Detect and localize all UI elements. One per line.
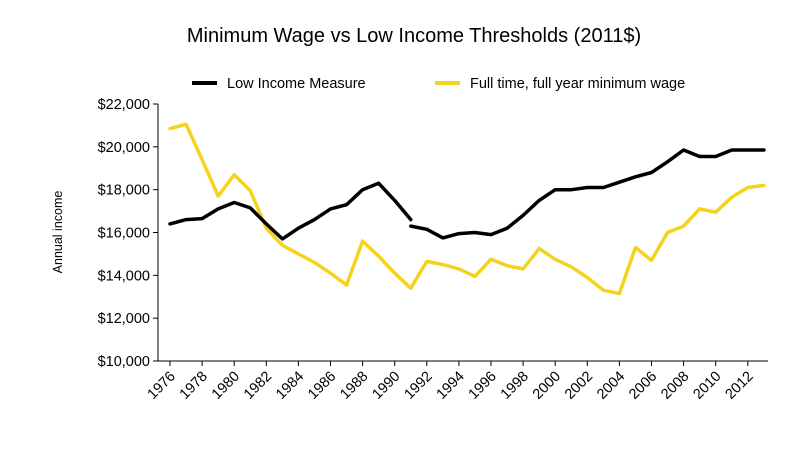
series-lines — [168, 122, 766, 296]
x-tick-label: 1992 — [401, 369, 435, 403]
x-tick-label: 1990 — [369, 369, 403, 403]
x-tick-label: 2006 — [626, 369, 660, 403]
chart-title: Minimum Wage vs Low Income Thresholds (2… — [187, 25, 641, 47]
y-tick-label: $12,000 — [98, 311, 150, 327]
series-line-low-income-segment-1 — [409, 148, 766, 240]
x-tick-label: 1982 — [241, 369, 275, 403]
x-tick-label: 2000 — [530, 369, 564, 403]
x-tick-label: 2010 — [690, 369, 724, 403]
x-tick-label: 1984 — [273, 369, 307, 403]
x-tick-label: 2002 — [562, 369, 596, 403]
y-tick-label: $20,000 — [98, 140, 150, 156]
x-tick-label: 1978 — [177, 369, 211, 403]
y-tick-label: $22,000 — [98, 97, 150, 113]
y-tick-label: $14,000 — [98, 268, 150, 284]
x-ticks: 1976197819801982198419861988199019921994… — [145, 361, 757, 403]
legend-label-low-income: Low Income Measure — [227, 76, 366, 92]
series-line-min-wage-segment-0 — [168, 122, 766, 296]
y-tick-label: $10,000 — [98, 354, 150, 370]
y-tick-label: $16,000 — [98, 226, 150, 242]
x-tick-label: 1986 — [305, 369, 339, 403]
legend-label-min-wage: Full time, full year minimum wage — [470, 76, 685, 92]
x-tick-label: 2012 — [722, 369, 756, 403]
series-line-low-income-segment-0 — [168, 181, 413, 241]
y-axis-label: Annual income — [51, 191, 65, 274]
y-ticks: $10,000 $12,000 $14,000 $16,000 $18,000 $20,0… — [98, 97, 158, 370]
x-tick-label: 2004 — [594, 369, 628, 403]
x-tick-label: 1988 — [337, 369, 371, 403]
legend: Low Income Measure Full time, full year … — [192, 76, 685, 92]
x-tick-label: 1998 — [498, 369, 532, 403]
x-tick-label: 1994 — [434, 369, 468, 403]
x-tick-label: 1980 — [209, 369, 243, 403]
x-tick-label: 1976 — [145, 369, 179, 403]
x-tick-label: 2008 — [658, 369, 692, 403]
y-tick-label: $18,000 — [98, 183, 150, 199]
x-tick-label: 1996 — [466, 369, 500, 403]
